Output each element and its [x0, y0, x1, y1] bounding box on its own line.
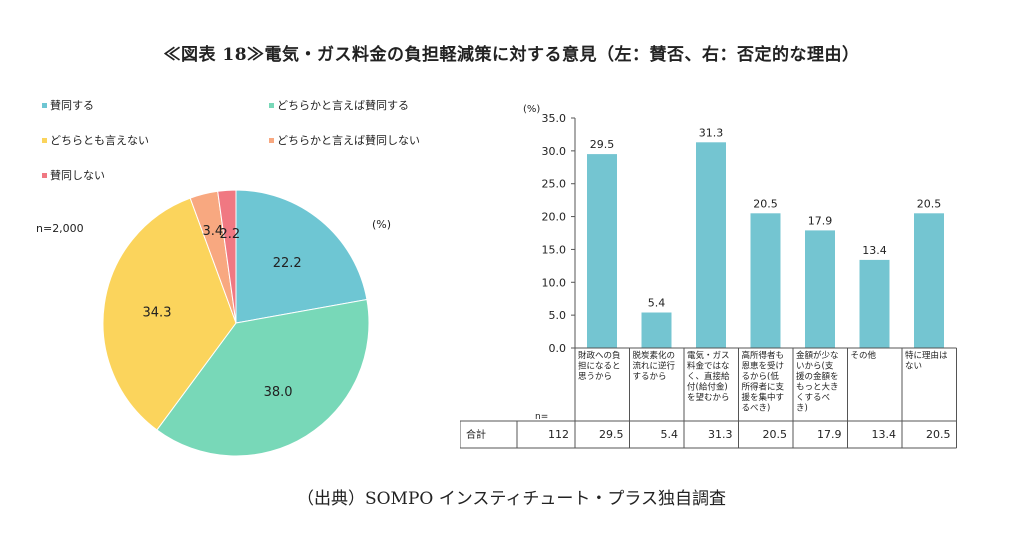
table-n-label: n= [535, 412, 548, 422]
table-n-value: 112 [548, 428, 569, 441]
bar-category-label-3: 電気・ガス料金ではなく、直接給付(給付金)を望むから [687, 350, 730, 403]
table-value-4: 20.5 [763, 428, 788, 441]
bar-category-label-7: 特に理由はない [905, 350, 948, 372]
pie-slice-neutral [102, 197, 237, 431]
table-value-2: 5.4 [661, 428, 679, 441]
legend-swatch-somewhat-disagree [269, 137, 274, 143]
pie-unit-label: (%) [372, 218, 392, 231]
pie-value-label-agree: 22.2 [273, 256, 302, 271]
figure-title: ≪図表 18≫電気・ガス料金の負担軽減策に対する意見（左：賛否、右：否定的な理由… [163, 45, 860, 65]
legend-item-neutral: どちらとも言えない [42, 132, 149, 148]
bar-7 [914, 213, 944, 348]
bar-y-tick-label: 25.0 [542, 178, 567, 191]
bar-4 [750, 213, 781, 348]
legend-label-neutral: どちらとも言えない [50, 134, 149, 147]
pie-value-label-neutral: 34.3 [143, 306, 172, 321]
bar-2 [641, 312, 672, 348]
bar-y-tick-label: 10.0 [542, 276, 567, 289]
legend-swatch-disagree [42, 172, 47, 178]
bar-3 [696, 142, 726, 348]
legend-label-somewhat-agree: どちらかと言えば賛同する [277, 99, 409, 112]
pie-slice-somewhat-agree [156, 298, 370, 457]
bar-y-tick-label: 20.0 [542, 211, 567, 224]
table-value-3: 31.3 [708, 428, 733, 441]
bar-1 [587, 154, 617, 348]
legend-label-somewhat-disagree: どちらかと言えば賛同しない [277, 134, 420, 147]
pie-value-label-somewhat-disagree: 3.4 [202, 224, 223, 239]
bar-y-tick-label: 30.0 [542, 145, 567, 158]
bar-value-label-2: 5.4 [648, 297, 666, 310]
legend-swatch-agree [42, 102, 47, 108]
bar-unit-label: (%) [523, 104, 540, 115]
bar-6 [859, 259, 890, 348]
source-note: （出典）SOMPO インスティチュート・プラス独自調査 [296, 489, 727, 509]
bar-category-label-2: 脱炭素化の流れに逆行するから [633, 350, 676, 382]
bar-category-label-6: その他 [851, 350, 877, 361]
legend-label-disagree: 賛同しない [50, 169, 105, 182]
bar-value-label-7: 20.5 [917, 197, 942, 210]
legend-item-disagree: 賛同しない [42, 167, 105, 183]
bar-category-label-1: 財政への負担になると思うから [578, 350, 621, 382]
table-value-1: 29.5 [599, 428, 624, 441]
pie-sample-size: n=2,000 [36, 222, 84, 235]
pie-legend: 賛同する どちらかと言えば賛同する どちらとも言えない どちらかと言えば賛同しな… [42, 97, 462, 187]
pie-value-label-disagree: 2.2 [219, 227, 240, 242]
bar-y-tick-label: 5.0 [549, 309, 567, 322]
legend-swatch-neutral [42, 137, 47, 143]
bar-chart: (%) 0.0 5.0 10.0 15.0 20.0 25.0 30.0 35.0 29.5 5.4… [460, 104, 957, 449]
legend-item-somewhat-disagree: どちらかと言えば賛同しない [269, 132, 420, 148]
table-row-label: 合計 [466, 428, 486, 441]
legend-item-agree: 賛同する [42, 97, 94, 113]
bar-value-label-1: 29.5 [590, 138, 615, 151]
legend-item-somewhat-agree: どちらかと言えば賛同する [269, 97, 409, 113]
bar-value-label-3: 31.3 [699, 126, 724, 139]
table-value-6: 13.4 [872, 428, 897, 441]
bar-y-tick-label: 15.0 [542, 243, 567, 256]
bar-y-tick-label: 35.0 [542, 112, 567, 125]
bar-value-label-4: 20.5 [753, 197, 778, 210]
pie-value-label-somewhat-agree: 38.0 [264, 385, 293, 400]
bar-value-label-5: 17.9 [808, 214, 833, 227]
legend-swatch-somewhat-agree [269, 102, 274, 108]
pie-slice-disagree [217, 189, 237, 324]
pie-chart: 22.2 38.0 34.3 3.42.2 [102, 189, 370, 457]
legend-label-agree: 賛同する [50, 99, 94, 112]
pie-slice-agree [235, 189, 368, 324]
table-value-7: 20.5 [926, 428, 951, 441]
bar-value-label-6: 13.4 [862, 244, 887, 257]
bar-category-label-5: 金額が少ないから(支援の金額をもっと大きくするべき) [796, 350, 839, 414]
table-value-5: 17.9 [817, 428, 842, 441]
bar-y-tick-label: 0.0 [549, 342, 567, 355]
bar-5 [805, 230, 835, 348]
bar-category-label-4: 高所得者も恩恵を受けるから(低所得者に支援を集中するべき) [742, 350, 785, 414]
